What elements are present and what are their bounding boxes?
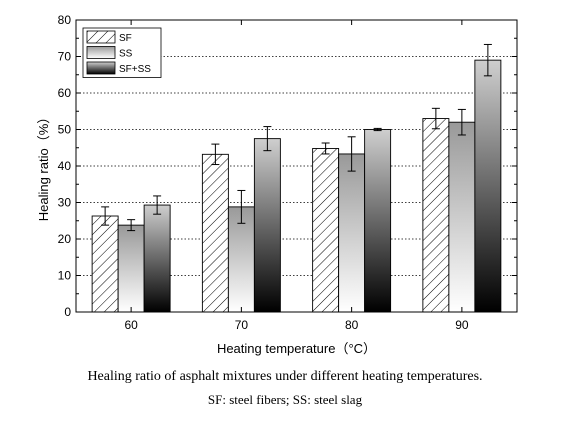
y-tick-label: 10 [58, 269, 72, 283]
axis-ticks: 0 10 20 30 40 50 60 70 80 60 70 80 90 [58, 13, 517, 332]
y-tick-label: 50 [58, 123, 72, 137]
legend-swatch [86, 30, 116, 44]
bar-sf-ss [364, 129, 392, 313]
legend-swatch [86, 46, 116, 59]
bar-sf [91, 215, 119, 313]
y-tick-label: 70 [58, 50, 72, 64]
bar-sf [201, 153, 229, 313]
bar-ss [338, 153, 366, 313]
figure-caption-line-1: Healing ratio of asphalt mixtures under … [87, 369, 483, 384]
x-tick-label: 60 [124, 318, 138, 332]
bar-sf [312, 148, 340, 313]
y-tick-label: 80 [58, 13, 72, 27]
x-axis-title: Heating temperature（°C） [217, 341, 376, 356]
y-axis-title: Healing ratio（%） [36, 111, 51, 222]
x-tick-label: 80 [345, 318, 359, 332]
legend-label: SS [119, 49, 133, 60]
legend-label: SF+SS [119, 64, 151, 75]
bar-ss [117, 224, 145, 313]
bar-sf-ss [253, 138, 281, 313]
y-tick-label: 60 [58, 86, 72, 100]
y-tick-label: 40 [58, 159, 72, 173]
y-tick-label: 20 [58, 232, 72, 246]
legend: SF SS SF+SS [82, 27, 162, 78]
y-tick-label: 0 [64, 305, 71, 319]
bar-sf [422, 118, 450, 313]
bar-ss [448, 121, 476, 313]
x-tick-label: 70 [235, 318, 249, 332]
y-tick-label: 30 [58, 196, 72, 210]
legend-label: SF [119, 33, 132, 44]
figure-caption-line-2: SF: steel fibers; SS: steel slag [207, 392, 363, 407]
bar-sf-ss [143, 204, 171, 313]
bars [91, 43, 502, 313]
x-tick-label: 90 [455, 318, 469, 332]
legend-swatch [86, 61, 116, 75]
healing-ratio-chart: 0 10 20 30 40 50 60 70 80 60 70 80 90 Heating temper… [36, 13, 518, 356]
bar-sf-ss [474, 59, 502, 313]
